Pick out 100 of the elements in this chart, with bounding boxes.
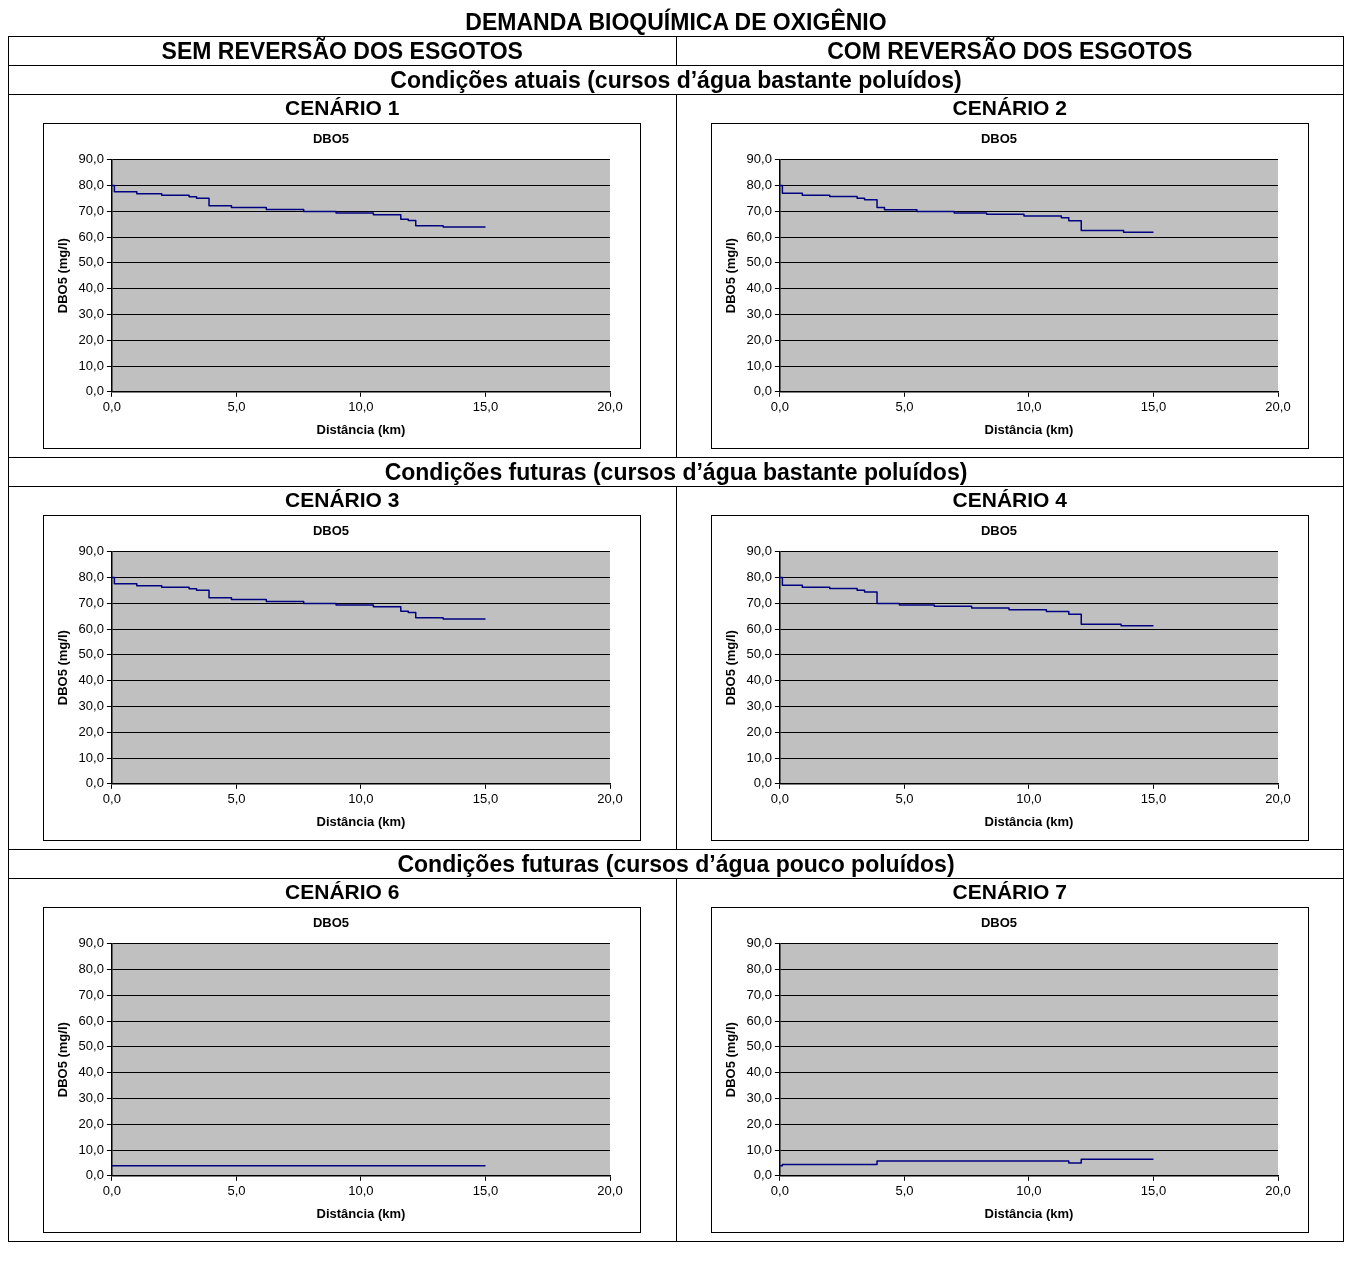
x-tick-label: 15,0 — [1140, 791, 1166, 807]
y-tick-label: 30,0 — [746, 305, 772, 321]
y-tick-label: 0,0 — [753, 383, 772, 399]
x-tick-label: 10,0 — [348, 1183, 374, 1199]
y-tick-label: 10,0 — [746, 1141, 772, 1157]
y-tick-label: 0,0 — [753, 775, 772, 791]
y-tick-label: 90,0 — [746, 543, 772, 559]
x-tick-label: 15,0 — [473, 1183, 499, 1199]
text: Condições futuras (cursos d’água pouco poluídos) — [8, 849, 1344, 879]
y-tick-label: 50,0 — [78, 254, 105, 270]
chart-title: CENÁRIO 4 — [951, 487, 1068, 513]
y-tick-label: 80,0 — [746, 960, 772, 976]
chart-title: CENÁRIO 7 — [951, 879, 1068, 905]
y-tick-label: 20,0 — [746, 331, 772, 347]
x-tick-label: 0,0 — [103, 1183, 122, 1199]
y-tick-label: 50,0 — [78, 1038, 105, 1054]
y-tick-label: 40,0 — [78, 280, 105, 296]
x-tick-label: 10,0 — [1016, 1183, 1042, 1199]
y-axis-title: DBO5 (mg/l) — [55, 1022, 71, 1098]
x-tick-label: 10,0 — [1016, 399, 1042, 415]
x-tick-label: 5,0 — [227, 399, 246, 415]
chart-title: CENÁRIO 2 — [951, 95, 1068, 121]
y-tick-label: 40,0 — [78, 672, 105, 688]
x-tick-label: 10,0 — [348, 791, 374, 807]
y-tick-label: 40,0 — [78, 1064, 105, 1080]
y-tick-label: 0,0 — [86, 383, 105, 399]
y-tick-label: 20,0 — [78, 1115, 105, 1131]
y-tick-label: 90,0 — [78, 543, 105, 559]
x-tick-label: 0,0 — [770, 1183, 789, 1199]
y-axis-title: DBO5 (mg/l) — [55, 630, 71, 706]
y-tick-label: 10,0 — [78, 1141, 105, 1157]
y-tick-label: 70,0 — [78, 594, 105, 610]
y-axis-title: DBO5 (mg/l) — [723, 238, 739, 314]
chart-subtitle: DBO5 — [980, 131, 1017, 147]
x-tick-label: 15,0 — [1140, 399, 1166, 415]
y-tick-label: 30,0 — [78, 697, 105, 713]
x-tick-label: 5,0 — [895, 399, 914, 415]
y-tick-label: 20,0 — [746, 1115, 772, 1131]
text: Condições futuras (cursos d’água bastante poluídos) — [8, 457, 1344, 487]
chart-subtitle: DBO5 — [980, 523, 1017, 539]
chart-title: CENÁRIO 6 — [284, 879, 401, 905]
x-tick-label: 15,0 — [473, 399, 499, 415]
y-axis-title: DBO5 (mg/l) — [55, 238, 71, 314]
x-tick-label: 20,0 — [1265, 791, 1291, 807]
chart-subtitle: DBO5 — [313, 523, 350, 539]
x-tick-label: 15,0 — [1140, 1183, 1166, 1199]
x-tick-label: 5,0 — [895, 1183, 914, 1199]
y-tick-label: 20,0 — [746, 723, 772, 739]
x-tick-label: 20,0 — [597, 399, 623, 415]
y-tick-label: 60,0 — [78, 228, 105, 244]
y-tick-label: 80,0 — [78, 568, 105, 584]
y-tick-label: 60,0 — [746, 228, 772, 244]
x-tick-label: 20,0 — [1265, 1183, 1291, 1199]
y-tick-label: 10,0 — [746, 749, 772, 765]
chart-subtitle: DBO5 — [313, 915, 350, 931]
x-tick-label: 20,0 — [597, 1183, 623, 1199]
y-tick-label: 80,0 — [78, 960, 105, 976]
y-tick-label: 90,0 — [78, 151, 105, 167]
y-tick-label: 90,0 — [78, 935, 105, 951]
y-tick-label: 30,0 — [78, 1089, 105, 1105]
y-tick-label: 50,0 — [746, 646, 772, 662]
x-tick-label: 0,0 — [770, 791, 789, 807]
x-tick-label: 10,0 — [1016, 791, 1042, 807]
y-tick-label: 10,0 — [78, 357, 105, 373]
x-tick-label: 5,0 — [227, 1183, 246, 1199]
text: DEMANDA BIOQUÍMICA DE OXIGÊNIO — [464, 8, 888, 36]
y-tick-label: 30,0 — [746, 1089, 772, 1105]
x-tick-label: 5,0 — [227, 791, 246, 807]
y-tick-label: 50,0 — [78, 646, 105, 662]
chart-title: CENÁRIO 1 — [284, 95, 401, 121]
x-axis-title: Distância (km) — [316, 1205, 406, 1221]
x-axis-title: Distância (km) — [984, 421, 1074, 437]
y-tick-label: 40,0 — [746, 672, 772, 688]
y-tick-label: 70,0 — [746, 594, 772, 610]
y-tick-label: 90,0 — [746, 151, 772, 167]
y-tick-label: 60,0 — [78, 1012, 105, 1028]
x-axis-title: Distância (km) — [984, 1205, 1074, 1221]
y-tick-label: 30,0 — [746, 697, 772, 713]
y-tick-label: 0,0 — [86, 1167, 105, 1183]
x-tick-label: 15,0 — [473, 791, 499, 807]
y-tick-label: 40,0 — [746, 280, 772, 296]
x-tick-label: 0,0 — [103, 399, 122, 415]
y-tick-label: 10,0 — [78, 749, 105, 765]
y-tick-label: 30,0 — [78, 305, 105, 321]
y-tick-label: 70,0 — [78, 202, 105, 218]
y-tick-label: 60,0 — [746, 1012, 772, 1028]
y-tick-label: 80,0 — [746, 176, 772, 192]
y-tick-label: 80,0 — [746, 568, 772, 584]
text: Condições atuais (cursos d’água bastante poluídos) — [8, 65, 1344, 95]
y-tick-label: 60,0 — [746, 620, 772, 636]
y-tick-label: 60,0 — [78, 620, 105, 636]
text: SEM REVERSÃO DOS ESGOTOS — [8, 36, 676, 66]
y-tick-label: 20,0 — [78, 723, 105, 739]
x-tick-label: 10,0 — [348, 399, 374, 415]
y-axis-title: DBO5 (mg/l) — [723, 630, 739, 706]
chart-subtitle: DBO5 — [313, 131, 350, 147]
y-tick-label: 70,0 — [746, 986, 772, 1002]
chart-title: CENÁRIO 3 — [284, 487, 401, 513]
y-tick-label: 10,0 — [746, 357, 772, 373]
y-axis-title: DBO5 (mg/l) — [723, 1022, 739, 1098]
